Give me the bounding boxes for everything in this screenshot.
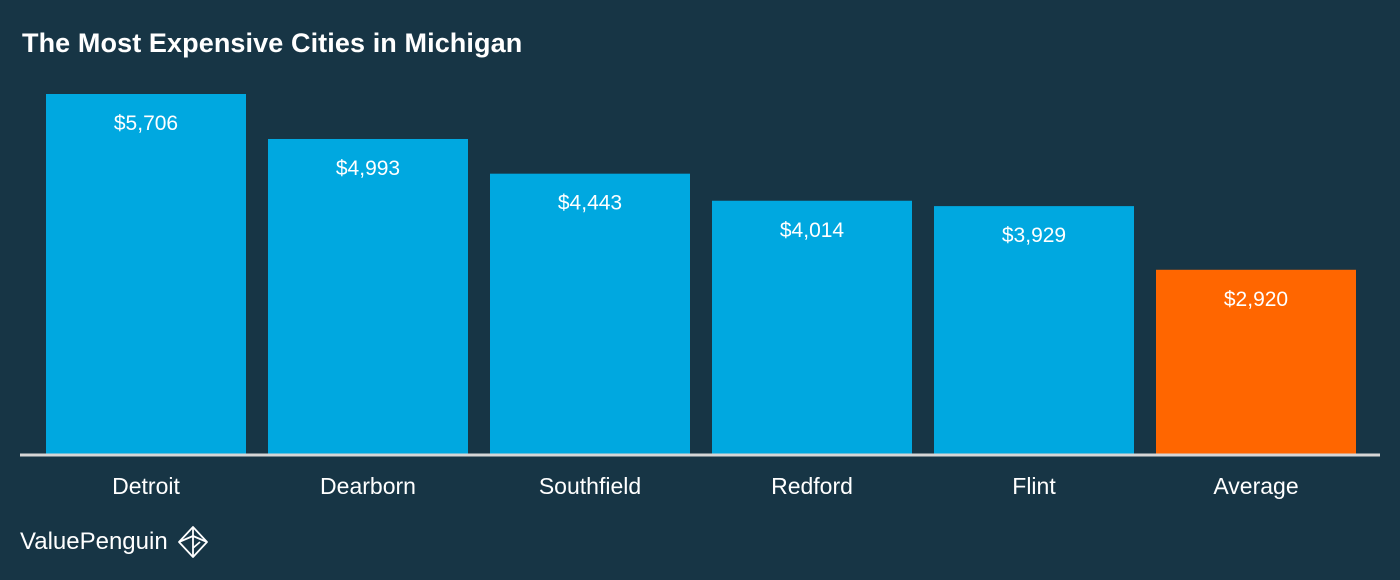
bar-southfield [490,173,690,454]
value-label-flint: $3,929 [1002,224,1066,247]
brand-logo: ValuePenguin [20,522,210,562]
category-label-average: Average [1213,473,1298,499]
value-label-detroit: $5,706 [114,112,178,135]
value-label-redford: $4,014 [780,219,845,242]
category-labels-group: Detroit Dearborn Southfield Redford Flint Ave… [112,473,1299,499]
bar-flint [934,206,1134,454]
bar-redford [712,200,912,454]
value-label-dearborn: $4,993 [336,157,400,180]
chart-title: The Most Expensive Cities in Michigan [22,28,523,58]
bar-chart: $5,706 $4,993 $4,443 $4,014 $3,929 $2,920 Det… [20,94,1380,499]
category-label-dearborn: Dearborn [320,473,416,499]
bars-group [46,94,1356,454]
category-label-detroit: Detroit [112,473,180,499]
bar-average [1156,269,1356,454]
category-label-flint: Flint [1012,473,1056,499]
value-labels-group: $5,706 $4,993 $4,443 $4,014 $3,929 $2,920 [114,112,1288,311]
bar-dearborn [268,138,468,454]
category-label-southfield: Southfield [539,473,641,499]
value-label-southfield: $4,443 [558,192,622,215]
valuepenguin-logo-icon [177,526,208,558]
brand-name: ValuePenguin [20,528,168,555]
bar-detroit [46,94,246,454]
category-label-redford: Redford [771,473,853,499]
value-label-average: $2,920 [1224,288,1288,311]
